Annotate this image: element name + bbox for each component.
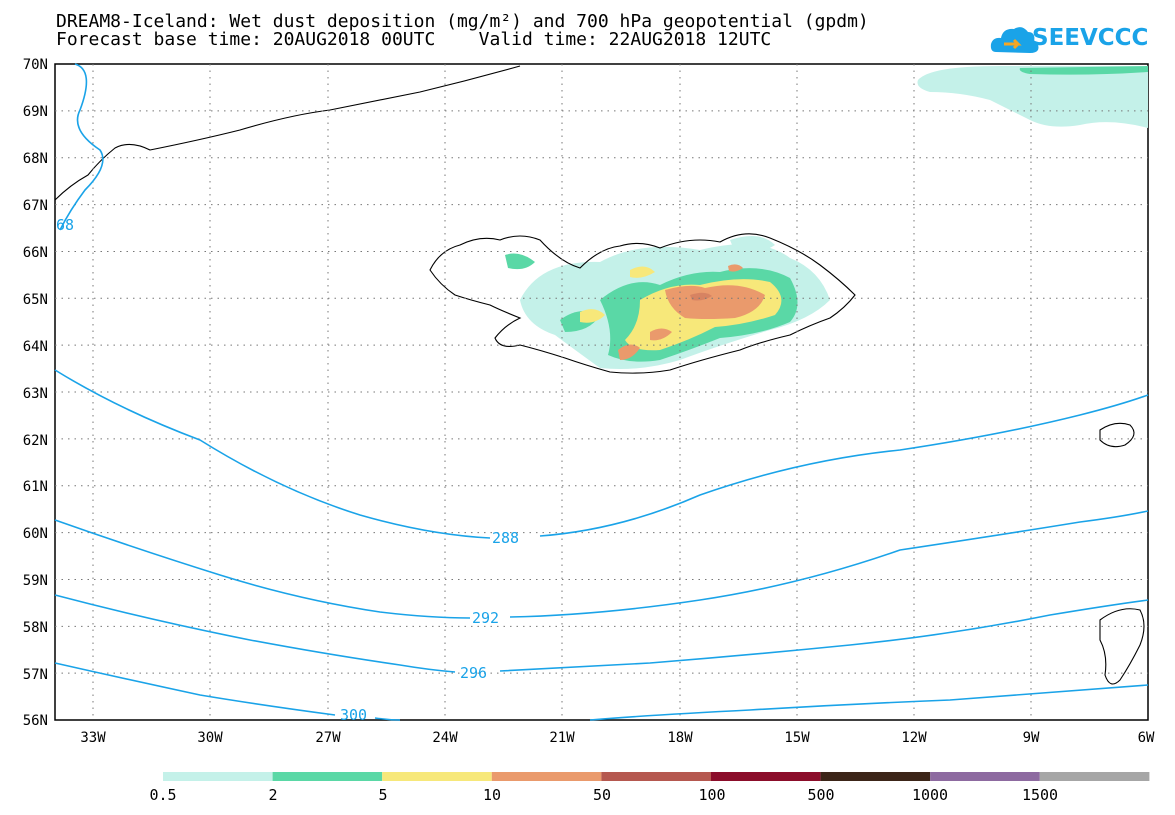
contour-label-288: 288 [492, 529, 519, 547]
contour-label-68: 68 [56, 216, 74, 234]
dust-deposition-field-ne [917, 66, 1148, 128]
lat-label: 61N [23, 479, 48, 495]
lon-label: 27W [315, 730, 341, 746]
colorbar-label: 10 [482, 786, 502, 804]
lon-label: 12W [901, 730, 927, 746]
colorbar-swatch [491, 772, 602, 781]
lat-label: 68N [23, 151, 48, 167]
map-title: DREAM8-Iceland: Wet dust deposition (mg/… [56, 11, 869, 32]
colorbar [163, 772, 1150, 781]
graticule [55, 64, 1148, 720]
colorbar-label: 5 [378, 786, 388, 804]
lon-label: 9W [1023, 730, 1040, 746]
lat-label: 60N [23, 526, 48, 542]
lon-label: 30W [197, 730, 223, 746]
lat-label: 70N [23, 57, 48, 73]
contour-labels: 288 292 296 300 68 [56, 216, 519, 724]
colorbar-swatch [820, 772, 931, 781]
cloud-icon [990, 27, 1039, 53]
colorbar-swatch [272, 772, 383, 781]
lat-label: 67N [23, 198, 48, 214]
colorbar-swatch [711, 772, 821, 781]
colorbar-label: 1500 [1021, 786, 1059, 804]
lat-label: 59N [23, 573, 48, 589]
lon-label: 21W [549, 730, 575, 746]
lat-label: 69N [23, 104, 48, 120]
colorbar-label: 0.5 [149, 786, 177, 804]
map-subtitle: Forecast base time: 20AUG2018 00UTC Vali… [56, 29, 772, 50]
contour-label-300: 300 [340, 706, 367, 724]
colorbar-swatch [382, 772, 492, 781]
colorbar-swatch [930, 772, 1040, 781]
lat-label: 64N [23, 339, 48, 355]
contour-label-296: 296 [460, 664, 487, 682]
geopotential-contours [54, 63, 1149, 721]
lat-label: 63N [23, 386, 48, 402]
colorbar-label: 1000 [911, 786, 949, 804]
lat-label: 62N [23, 433, 48, 449]
latitude-labels: 70N 69N 68N 67N 66N 65N 64N 63N 62N 61N … [23, 57, 48, 729]
lon-label: 18W [667, 730, 693, 746]
lat-label: 56N [23, 713, 48, 729]
lon-label: 33W [80, 730, 106, 746]
lat-label: 57N [23, 667, 48, 683]
lon-label: 24W [432, 730, 458, 746]
lon-label: 6W [1138, 730, 1155, 746]
lat-label: 58N [23, 620, 48, 636]
contour-label-292: 292 [472, 609, 499, 627]
coastlines [54, 65, 1145, 685]
colorbar-label: 100 [698, 786, 726, 804]
colorbar-label: 500 [807, 786, 835, 804]
colorbar-swatch [601, 772, 711, 781]
colorbar-label: 50 [592, 786, 612, 804]
lat-label: 65N [23, 292, 48, 308]
colorbar-swatch [1039, 772, 1150, 781]
lat-label: 66N [23, 245, 48, 261]
colorbar-swatch [163, 772, 273, 781]
lon-label: 15W [784, 730, 810, 746]
dust-deposition-field [505, 236, 830, 369]
longitude-labels: 33W 30W 27W 24W 21W 18W 15W 12W 9W 6W [80, 730, 1155, 746]
logo-text: SEEVCCC [1032, 25, 1149, 51]
colorbar-label: 2 [268, 786, 278, 804]
